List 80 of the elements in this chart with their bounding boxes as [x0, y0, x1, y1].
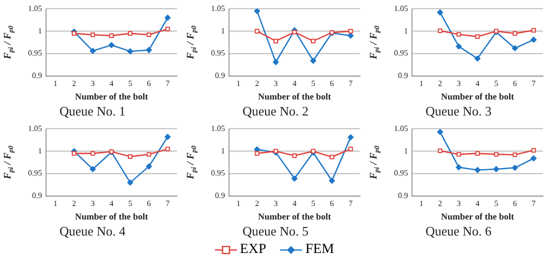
x-tick-label: 4 [110, 78, 114, 88]
x-tick-label: 7 [166, 78, 170, 88]
y-tick-label: 0.9 [398, 71, 408, 80]
x-tick-label: 5 [311, 78, 316, 88]
x-tick-label: 3 [274, 198, 278, 208]
x-tick-label: 7 [348, 78, 353, 88]
x-axis-title: Number of the bolt [74, 211, 148, 222]
x-tick-label: 2 [72, 198, 76, 208]
y-tick-label: 0.95 [28, 48, 42, 58]
y-tick-label: 1.05 [211, 124, 225, 133]
x-tick-label: 6 [146, 198, 151, 208]
x-tick-label: 5 [311, 198, 316, 208]
x-tick-label: 3 [456, 198, 461, 208]
text: Queue No. 6 [425, 224, 492, 239]
x-axis-title: Number of the bolt [74, 91, 148, 102]
x-tick-label: 1 [419, 198, 424, 208]
x-tick-label: 6 [330, 198, 334, 208]
x-tick-label: 6 [512, 78, 517, 88]
x-tick-label: 2 [72, 78, 76, 88]
x-tick-label: 4 [292, 78, 296, 88]
x-axis-title: Number of the bolt [258, 91, 332, 102]
text: Queue No. 5 [242, 224, 309, 239]
x-tick-label: 1 [236, 78, 240, 88]
x-tick-label: 2 [438, 198, 442, 208]
y-tick-label: 1 [38, 26, 42, 36]
y-tick-label: 0.95 [28, 168, 42, 178]
y-tick-label: 1.05 [211, 4, 225, 13]
y-tick-label: 1.05 [394, 4, 408, 13]
y-tick-label: 1.05 [28, 4, 42, 13]
y-tick-label: 0.9 [215, 191, 225, 200]
x-tick-label: 2 [255, 78, 260, 88]
y-tick-label: 0.9 [215, 71, 225, 80]
x-tick-label: 5 [128, 198, 132, 208]
y-tick-label: 1 [404, 26, 408, 36]
y-tick-label: 0.9 [32, 191, 42, 200]
x-tick-label: 7 [166, 198, 170, 208]
x-tick-label: 5 [494, 78, 498, 88]
y-tick-label: 1 [38, 146, 42, 156]
text: Queue No. 2 [242, 104, 309, 119]
y-tick-label: 0.95 [211, 48, 225, 58]
x-tick-label: 1 [53, 78, 58, 88]
x-tick-label: 1 [236, 198, 240, 208]
x-tick-label: 2 [255, 198, 260, 208]
x-tick-label: 6 [146, 78, 151, 88]
x-tick-label: 4 [292, 198, 296, 208]
y-tick-label: 0.9 [32, 71, 42, 80]
x-tick-label: 4 [476, 198, 480, 208]
x-tick-label: 3 [90, 78, 95, 88]
x-tick-label: 2 [438, 78, 442, 88]
y-tick-label: 1 [404, 146, 408, 156]
x-tick-label: 3 [90, 198, 95, 208]
legend-label: FEM [305, 242, 334, 258]
x-tick-label: 5 [494, 198, 498, 208]
text: Queue No. 3 [425, 104, 492, 119]
x-tick-label: 4 [476, 78, 480, 88]
legend-label: EXP [240, 242, 266, 258]
y-tick-label: 0.9 [398, 191, 408, 200]
x-tick-label: 6 [512, 198, 517, 208]
x-tick-label: 3 [456, 78, 461, 88]
x-tick-label: 5 [128, 78, 132, 88]
x-axis-title: Number of the bolt [440, 91, 514, 102]
y-tick-label: 1 [221, 146, 225, 156]
x-axis-title: Number of the bolt [258, 211, 332, 222]
text: Queue No. 4 [59, 224, 126, 239]
x-axis-title: Number of the bolt [440, 211, 514, 222]
x-tick-label: 3 [274, 78, 278, 88]
x-tick-label: 1 [419, 78, 424, 88]
x-tick-label: 1 [53, 198, 58, 208]
y-tick-label: 0.95 [211, 168, 225, 178]
y-tick-label: 1.05 [394, 124, 408, 133]
y-tick-label: 1.05 [28, 124, 42, 133]
y-tick-label: 0.95 [394, 168, 408, 178]
y-tick-label: 0.95 [394, 48, 408, 58]
x-tick-label: 7 [532, 198, 536, 208]
x-tick-label: 7 [348, 198, 353, 208]
text: Queue No. 1 [59, 104, 126, 119]
x-tick-label: 4 [110, 198, 114, 208]
x-tick-label: 7 [532, 78, 536, 88]
x-tick-label: 6 [330, 78, 334, 88]
y-tick-label: 1 [221, 26, 225, 36]
